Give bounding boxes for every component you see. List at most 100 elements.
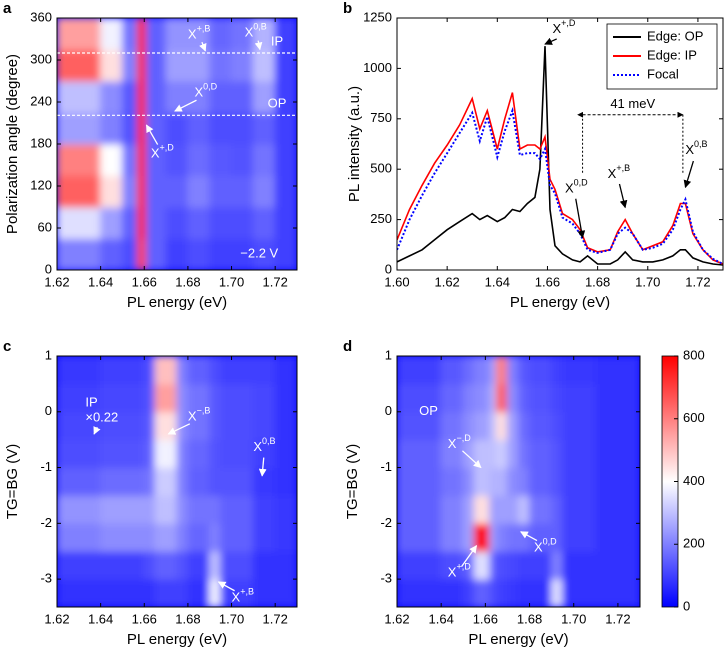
reference-label: OP — [268, 96, 287, 111]
x-tick-label: 1.66 — [132, 611, 157, 626]
heatmap-cell — [78, 206, 102, 239]
heatmap-cell — [440, 522, 464, 552]
x-tick-label: 1.64 — [88, 611, 113, 626]
heatmap-cell — [462, 467, 475, 496]
heatmap-cell — [57, 238, 80, 270]
annotation-text: X — [685, 142, 694, 157]
heatmap-cell — [121, 18, 139, 50]
heatmap-cell — [154, 522, 178, 552]
heatmap-cell — [100, 49, 123, 82]
heatmap-cell — [551, 494, 564, 524]
heatmap-cell — [209, 494, 222, 524]
annotation-arrow — [254, 40, 263, 51]
heatmap-cell — [489, 467, 497, 496]
heatmap-cell — [274, 439, 297, 469]
heatmap-cell — [595, 550, 640, 580]
heatmap-cell — [121, 49, 139, 82]
annotation: X0,D — [194, 82, 217, 100]
annotation-arrow — [174, 99, 197, 112]
heatmap-cell — [595, 494, 640, 524]
heatmap-cell — [187, 238, 211, 270]
x-tick-label: 1.68 — [175, 611, 200, 626]
annotation-arrow — [93, 426, 101, 435]
annotation: X+,D — [552, 18, 575, 36]
heatmap-cell — [176, 578, 189, 607]
line-series — [397, 92, 723, 265]
heatmap-cell — [489, 356, 497, 385]
heatmap-cell — [473, 522, 491, 552]
heatmap-cell — [489, 383, 497, 413]
heatmap-cell — [397, 411, 442, 441]
heatmap-cell — [209, 578, 222, 607]
heatmap-cell — [187, 49, 211, 82]
heatmap-cell — [462, 522, 475, 552]
heatmap-cell — [252, 550, 276, 580]
heatmap-cell — [495, 356, 508, 385]
x-tick-label: 1.68 — [517, 611, 542, 626]
heatmap-cell — [440, 494, 464, 524]
heatmap-cell — [274, 411, 297, 441]
x-axis-label: PL energy (eV) — [468, 631, 568, 648]
legend-label: Focal — [647, 66, 679, 81]
heatmap-cell — [506, 383, 519, 413]
heatmap-cell — [165, 206, 189, 239]
annotation-text: X — [245, 25, 254, 40]
heatmap-cell — [462, 439, 475, 469]
heatmap-cell — [187, 18, 211, 50]
heatmap-cell — [252, 411, 276, 441]
heatmap-cell — [145, 206, 167, 239]
heatmap-cell — [176, 383, 189, 413]
y-axis-label: PL intensity (a.u.) — [346, 86, 363, 202]
heatmap-cell — [137, 80, 147, 113]
y-tick-label: 1 — [45, 347, 52, 362]
heatmap-cell — [252, 112, 276, 145]
heatmap-cell — [529, 467, 553, 496]
annotation-sup: −,B — [197, 406, 211, 416]
heatmap-cell — [274, 356, 297, 385]
x-tick-label: 1.66 — [473, 611, 498, 626]
annotation: X+,D — [151, 143, 174, 161]
reference-label: IP — [271, 33, 283, 48]
annotation: X+,B — [608, 164, 630, 182]
panel-letter: b — [343, 0, 352, 17]
heatmap-cell — [176, 550, 189, 580]
heatmap-cell — [154, 439, 178, 469]
heatmap-cell — [165, 112, 189, 145]
colorbar-tick-label: 200 — [683, 536, 705, 551]
heatmap-cell — [473, 467, 491, 496]
annotation: OP — [419, 403, 438, 418]
x-tick-label: 1.62 — [44, 274, 69, 289]
heatmap-cell — [78, 80, 102, 113]
heatmap-cell — [231, 143, 254, 176]
annotation-sup: 0,B — [262, 436, 276, 446]
heatmap-cell — [143, 494, 156, 524]
y-tick-label: -2 — [40, 515, 52, 530]
heatmap-cell — [176, 439, 189, 469]
heatmap-cell — [551, 356, 564, 385]
heatmap-cell — [397, 383, 442, 413]
heatmap-cell — [143, 411, 156, 441]
heatmap-cell — [176, 356, 189, 385]
heatmap-cell — [209, 467, 222, 496]
annotation-arrow — [461, 545, 478, 567]
heatmap-cell — [462, 494, 475, 524]
heatmap-cell — [165, 49, 189, 82]
heatmap-cell — [231, 112, 254, 145]
heatmap-cell — [100, 411, 145, 441]
heatmap-cell — [397, 550, 442, 580]
heatmap-cell — [595, 411, 640, 441]
heatmap-cell — [100, 494, 145, 524]
heatmap-cell — [231, 175, 254, 208]
heatmap-cell — [100, 439, 145, 469]
heatmap-cell — [220, 383, 254, 413]
heatmap-cell — [397, 439, 442, 469]
heatmap-cell — [506, 467, 519, 496]
heatmap-cell — [187, 383, 211, 413]
heatmap-cell — [145, 143, 167, 176]
annotation-text: X — [188, 409, 197, 424]
heatmap-cell — [121, 206, 139, 239]
heatmap — [397, 356, 640, 607]
heatmap-cell — [489, 439, 497, 469]
colorbar-tick-label: 800 — [683, 347, 705, 362]
panel-letter: d — [343, 338, 352, 355]
